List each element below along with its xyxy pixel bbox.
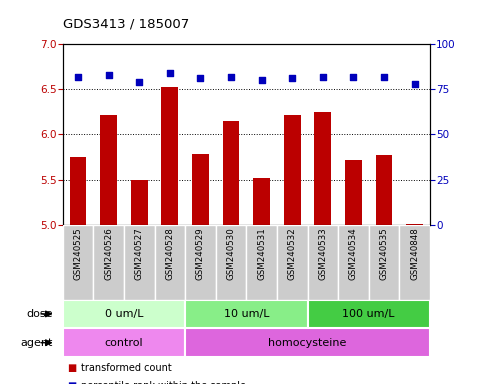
Point [350,74,357,80]
Bar [345,160,362,225]
Bar [376,155,392,225]
Bar [338,225,369,300]
Point [74,74,82,80]
Bar [100,114,117,225]
Text: GSM240531: GSM240531 [257,227,266,280]
Text: GSM240529: GSM240529 [196,227,205,280]
Text: transformed count: transformed count [81,363,172,373]
Bar [185,300,308,328]
Text: GSM240528: GSM240528 [165,227,174,280]
Bar [161,88,178,225]
Bar [192,154,209,225]
Point [288,75,296,81]
Text: 0 um/L: 0 um/L [105,309,143,319]
Point [380,74,388,80]
Text: GSM240532: GSM240532 [288,227,297,280]
Bar [63,225,93,300]
Bar [284,114,300,225]
Text: 10 um/L: 10 um/L [224,309,269,319]
Bar [131,180,148,225]
Bar [369,225,399,300]
Text: homocysteine: homocysteine [269,338,347,348]
Text: GSM240525: GSM240525 [73,227,83,280]
Bar [223,121,240,225]
Text: ■: ■ [68,363,77,373]
Bar [253,178,270,225]
Text: GSM240527: GSM240527 [135,227,144,280]
Point [197,75,204,81]
Bar [216,225,246,300]
Text: GSM240535: GSM240535 [380,227,388,280]
Text: control: control [105,338,143,348]
Point [105,72,113,78]
Point [258,77,266,83]
Bar [185,225,216,300]
Point [135,79,143,85]
Text: GSM240526: GSM240526 [104,227,113,280]
Text: GSM240530: GSM240530 [227,227,236,280]
Bar [155,225,185,300]
Text: dose: dose [27,309,53,319]
Point [166,70,174,76]
Bar [124,225,155,300]
Bar [93,225,124,300]
Text: GSM240534: GSM240534 [349,227,358,280]
Point [319,74,327,80]
Point [411,81,418,87]
Bar [308,300,430,328]
Bar [63,328,185,357]
Bar [185,328,430,357]
Text: GSM240848: GSM240848 [410,227,419,280]
Bar [70,157,86,225]
Text: GSM240533: GSM240533 [318,227,327,280]
Bar [308,225,338,300]
Text: percentile rank within the sample: percentile rank within the sample [81,381,246,384]
Bar [277,225,308,300]
Bar [246,225,277,300]
Bar [406,224,423,225]
Text: 100 um/L: 100 um/L [342,309,395,319]
Point [227,74,235,80]
Bar [63,300,185,328]
Text: GDS3413 / 185007: GDS3413 / 185007 [63,17,189,30]
Text: ■: ■ [68,381,77,384]
Bar [314,112,331,225]
Bar [399,225,430,300]
Text: agent: agent [21,338,53,348]
